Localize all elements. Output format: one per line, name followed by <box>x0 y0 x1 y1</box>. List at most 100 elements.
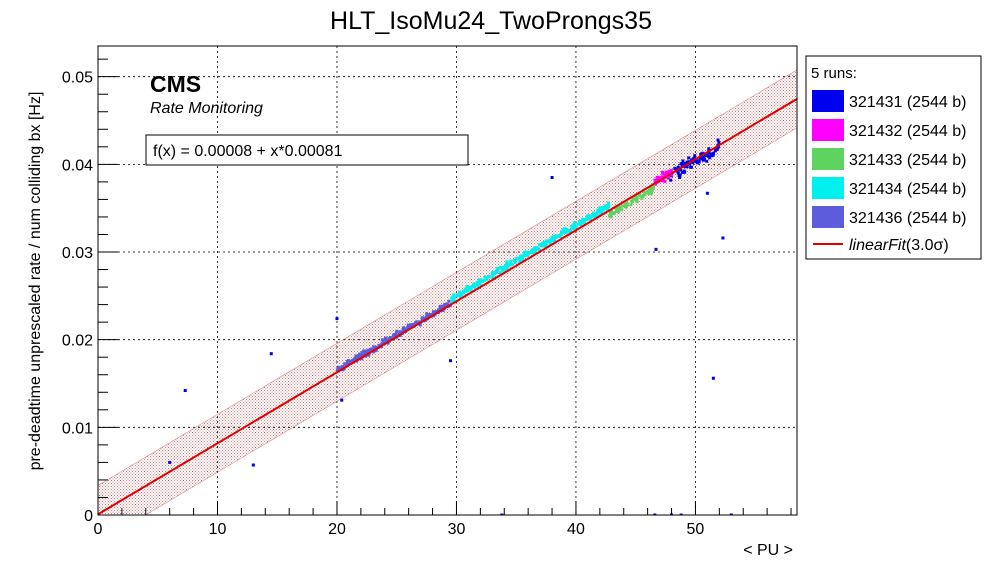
data-point <box>588 214 592 218</box>
data-point <box>591 211 595 215</box>
data-point <box>394 331 398 335</box>
data-point <box>600 208 604 212</box>
data-point <box>665 172 669 176</box>
legend-fit-label-suffix: (3.0σ) <box>906 237 949 254</box>
data-point <box>406 323 410 327</box>
data-point <box>683 161 687 165</box>
data-point <box>358 355 362 359</box>
legend-entry: 321431 (2544 b) <box>812 90 966 112</box>
data-point <box>498 271 502 275</box>
data-point <box>701 158 705 162</box>
data-point <box>680 164 684 168</box>
data-point <box>542 244 546 248</box>
data-point <box>403 327 407 331</box>
data-point <box>472 284 476 288</box>
data-point-outlier <box>653 513 657 515</box>
fit-band <box>98 69 797 515</box>
data-point <box>617 206 621 210</box>
data-point <box>509 259 513 263</box>
data-point <box>548 239 552 243</box>
legend-entry-fit: linearFit(3.0σ) <box>813 237 949 254</box>
data-point <box>523 250 527 254</box>
data-point <box>525 253 529 257</box>
data-point <box>447 299 451 303</box>
data-point <box>353 357 357 361</box>
x-axis-label: < PU > <box>743 542 793 559</box>
legend-swatch <box>812 177 844 199</box>
data-point <box>630 199 634 203</box>
data-point <box>496 267 500 271</box>
data-point <box>380 342 384 346</box>
data-point <box>687 160 691 164</box>
fit-box-text: f(x) = 0.00008 + x*0.00081 <box>153 143 343 160</box>
legend-entry: 321432 (2544 b) <box>812 119 966 141</box>
series-points <box>450 201 611 304</box>
data-point <box>463 289 467 293</box>
data-point <box>609 214 613 218</box>
data-point <box>640 196 644 200</box>
data-point <box>381 339 385 343</box>
data-point <box>590 214 594 218</box>
data-point <box>716 138 720 142</box>
data-point <box>531 251 535 255</box>
data-point <box>452 294 456 298</box>
data-point-outlier <box>500 513 504 515</box>
data-point <box>537 247 541 251</box>
data-point <box>651 185 655 189</box>
data-point <box>646 191 650 195</box>
data-point <box>386 341 390 345</box>
data-point <box>520 255 524 259</box>
data-point <box>505 260 509 264</box>
data-point <box>679 162 683 166</box>
data-point <box>559 230 563 234</box>
data-point <box>450 300 454 304</box>
data-point <box>459 295 463 299</box>
data-point <box>604 207 608 211</box>
data-point <box>437 308 441 312</box>
data-point <box>707 147 711 151</box>
y-tick-label: 0 <box>84 508 93 525</box>
data-point <box>495 269 499 273</box>
data-point <box>583 218 587 222</box>
data-point <box>485 277 489 281</box>
data-point <box>601 208 605 212</box>
data-point <box>594 215 598 219</box>
data-point <box>522 254 526 258</box>
data-point <box>595 212 599 216</box>
data-point <box>698 156 702 160</box>
data-point <box>664 170 668 174</box>
data-point <box>663 179 667 183</box>
data-point <box>465 289 469 293</box>
data-point <box>548 242 552 246</box>
data-point <box>685 160 689 164</box>
data-point <box>656 175 660 179</box>
data-point <box>629 203 633 207</box>
data-point <box>612 211 616 215</box>
data-point <box>660 176 664 180</box>
data-point <box>646 189 650 193</box>
data-point <box>566 228 570 232</box>
data-point <box>374 348 378 352</box>
data-point <box>702 155 706 159</box>
data-point <box>340 365 344 369</box>
data-point <box>425 312 429 316</box>
legend-swatch <box>812 90 844 112</box>
data-point <box>569 228 573 232</box>
legend-entries: 321431 (2544 b) 321432 (2544 b) 321433 (25… <box>812 90 966 228</box>
y-tick-label: 0.05 <box>62 70 93 87</box>
data-point <box>503 264 507 268</box>
y-tick-label: 0.02 <box>62 333 93 350</box>
data-point <box>600 210 604 214</box>
data-point <box>479 278 483 282</box>
data-point <box>562 227 566 231</box>
data-point <box>351 359 355 363</box>
legend-fit-label-main: linearFit <box>849 237 906 254</box>
data-point <box>570 224 574 228</box>
data-point <box>508 263 512 267</box>
data-point <box>693 154 697 158</box>
data-point <box>501 266 505 270</box>
data-point <box>402 329 406 333</box>
y-axis-label: pre-deadtime unprescaled rate / num coll… <box>27 92 44 471</box>
data-point <box>502 268 506 272</box>
data-point <box>475 282 479 286</box>
